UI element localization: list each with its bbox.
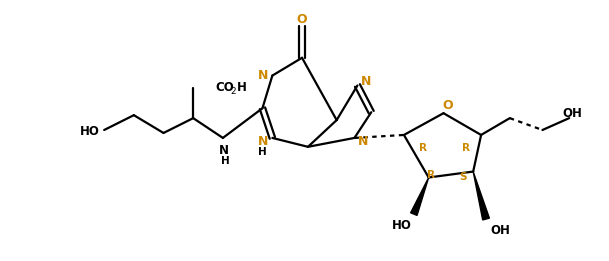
Text: H: H (258, 147, 267, 157)
Text: N: N (361, 75, 371, 88)
Text: OH: OH (490, 224, 510, 238)
Text: N: N (358, 135, 368, 148)
Text: S: S (460, 173, 467, 182)
Text: O: O (297, 13, 308, 26)
Polygon shape (410, 177, 429, 215)
Text: O: O (442, 99, 452, 112)
Text: OH: OH (562, 107, 582, 120)
Polygon shape (473, 171, 490, 220)
Text: N: N (219, 144, 229, 157)
Text: HO: HO (392, 220, 412, 233)
Text: H: H (237, 81, 247, 94)
Text: CO: CO (215, 81, 234, 94)
Text: R: R (462, 143, 470, 153)
Text: 2: 2 (231, 87, 236, 96)
Text: H: H (222, 156, 230, 166)
Text: N: N (258, 69, 269, 82)
Text: R: R (427, 170, 435, 180)
Text: N: N (258, 135, 269, 148)
Text: HO: HO (80, 126, 100, 139)
Text: R: R (419, 143, 427, 153)
